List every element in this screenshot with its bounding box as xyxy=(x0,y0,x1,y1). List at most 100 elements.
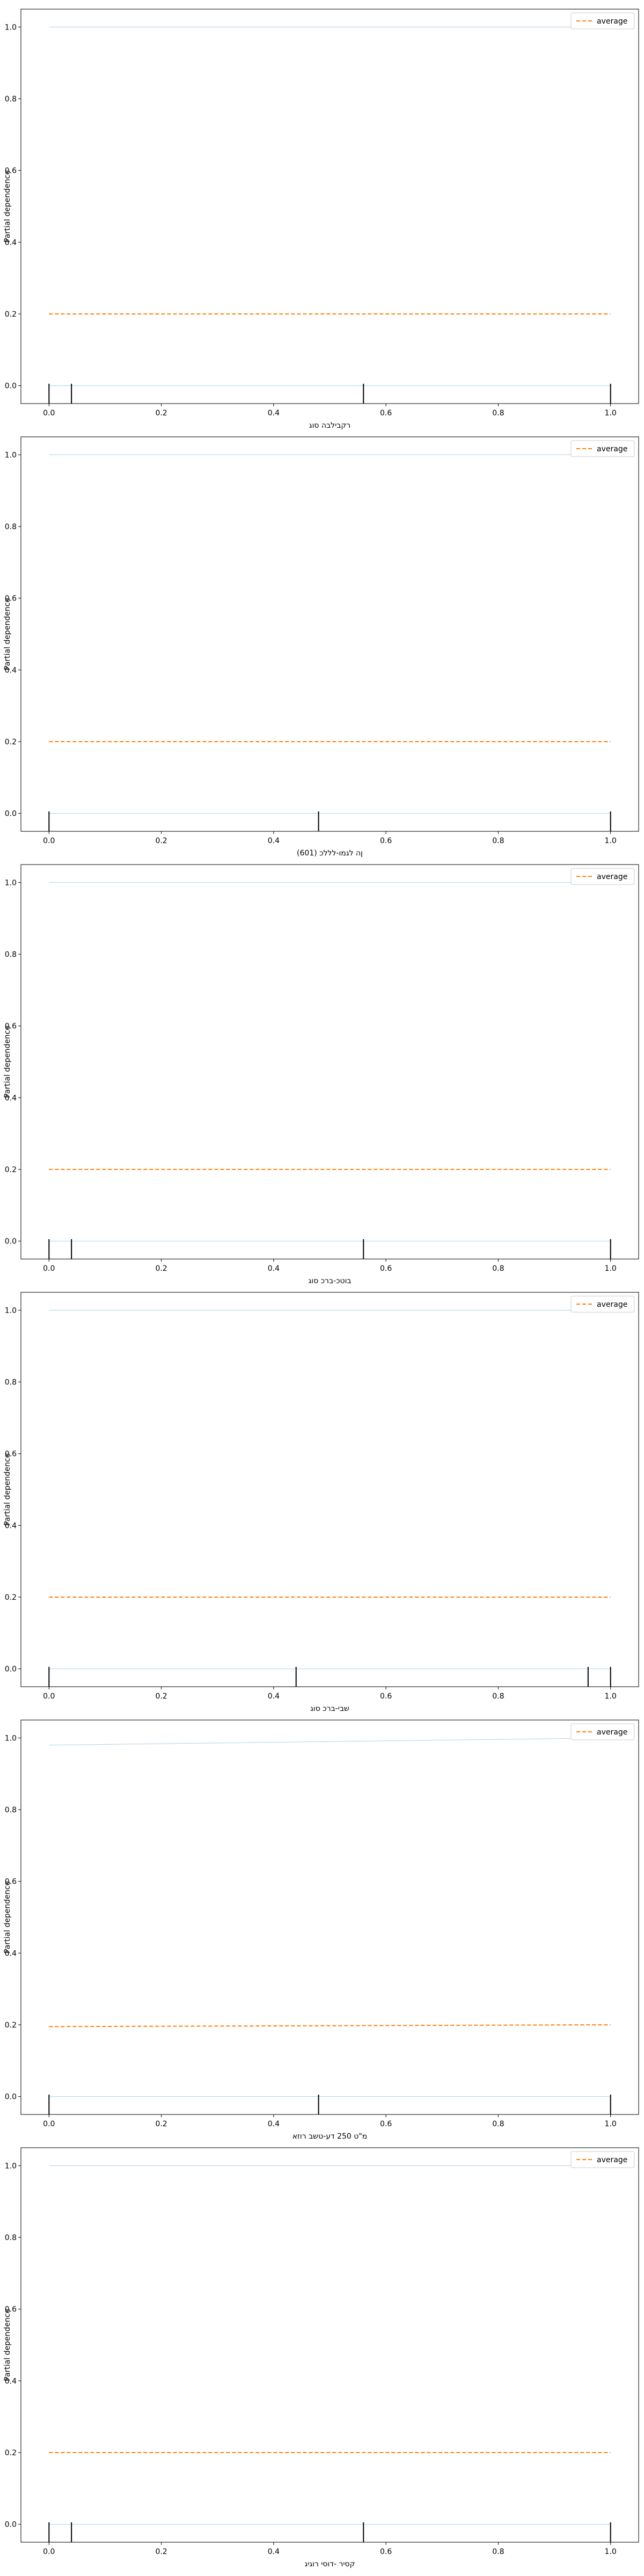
pd-panel: 0.0 0.2 0.4 0.6 0.8 1.0 0.0 0.2 0.4 0.6 0.8 1.0 aver… xyxy=(3,2147,639,2568)
y-axis-label: Partial dependence xyxy=(3,1453,12,1526)
x-tick-label: 0.8 xyxy=(492,837,504,845)
x-tick-label: 1.0 xyxy=(605,1264,617,1273)
x-axis-label: ןה לגמו-לללכ (601) xyxy=(297,849,363,858)
pd-panel: 0.0 0.2 0.4 0.6 0.8 1.0 0.0 0.2 0.4 0.6 0.8 1.0 aver… xyxy=(3,436,639,858)
legend: average xyxy=(570,440,635,457)
x-axis-label: קסיר -דוסי רוגיג xyxy=(304,2560,355,2568)
legend-box xyxy=(570,12,635,30)
x-axis-label: רקבילבה סוג xyxy=(309,421,350,430)
x-tick-label: 1.0 xyxy=(605,2120,617,2128)
legend-box xyxy=(570,2151,635,2168)
plot-frame xyxy=(20,9,639,404)
y-tick-label: 0.6 xyxy=(5,595,17,603)
y-tick-label: 1.0 xyxy=(5,23,17,32)
y-tick-label: 0.4 xyxy=(5,1521,17,1530)
legend: average xyxy=(570,12,635,30)
y-tick-label: 0.2 xyxy=(5,1593,17,1602)
y-tick-label: 1.0 xyxy=(5,1306,17,1315)
x-tick-label: 0.2 xyxy=(155,2120,167,2128)
y-tick-label: 0.8 xyxy=(5,523,17,531)
x-tick-label: 0.4 xyxy=(268,1692,280,1701)
legend-label-average: average xyxy=(597,873,627,881)
y-tick-label: 0.6 xyxy=(5,1450,17,1459)
legend: average xyxy=(570,1723,635,1740)
average-line xyxy=(49,2024,611,2028)
x-tick-label: 0.8 xyxy=(492,409,504,418)
legend-label-average: average xyxy=(597,1728,627,1737)
y-tick-label: 0.0 xyxy=(5,810,17,818)
tick-group: 0.0 0.2 0.4 0.6 0.8 1.0 0.0 0.2 0.4 0.6 0.8 1.0 xyxy=(5,451,617,845)
x-tick-label: 0.2 xyxy=(155,409,167,418)
y-axis-label: Partial dependence xyxy=(3,598,12,670)
y-tick-label: 0.4 xyxy=(5,2377,17,2385)
y-tick-label: 0.2 xyxy=(5,738,17,747)
y-tick-label: 0.6 xyxy=(5,2306,17,2314)
x-axis-label: בוטכ-ברכ סוג xyxy=(309,1277,352,1285)
y-tick-label: 0.4 xyxy=(5,1094,17,1102)
x-tick-label: 0.6 xyxy=(380,2548,392,2556)
y-axis-label: Partial dependence xyxy=(3,1881,12,1953)
x-tick-label: 0.8 xyxy=(492,1692,504,1701)
y-tick-label: 1.0 xyxy=(5,1734,17,1743)
x-tick-label: 0.6 xyxy=(380,837,392,845)
x-tick-label: 0.0 xyxy=(43,837,55,845)
x-tick-label: 0.6 xyxy=(380,1264,392,1273)
x-tick-label: 0.6 xyxy=(380,409,392,418)
x-tick-label: 1.0 xyxy=(605,2548,617,2556)
x-tick-label: 0.8 xyxy=(492,2548,504,2556)
x-tick-label: 0.2 xyxy=(155,1692,167,1701)
legend-label-average: average xyxy=(597,445,627,453)
y-tick-label: 0.4 xyxy=(5,1949,17,1958)
y-tick-label: 0.4 xyxy=(5,238,17,247)
x-tick-label: 0.0 xyxy=(43,1692,55,1701)
y-tick-label: 0.8 xyxy=(5,1806,17,1814)
legend-box xyxy=(570,1723,635,1740)
x-tick-label: 1.0 xyxy=(605,409,617,418)
pd-panel: 0.0 0.2 0.4 0.6 0.8 1.0 0.0 0.2 0.4 0.6 0.8 1.0 aver… xyxy=(3,864,639,1285)
ice-line xyxy=(49,1737,611,1746)
x-tick-label: 0.4 xyxy=(268,837,280,845)
y-tick-label: 0.2 xyxy=(5,2021,17,2030)
plot-frame xyxy=(20,1719,639,2115)
plot-frame xyxy=(20,2147,639,2543)
x-tick-label: 0.2 xyxy=(155,837,167,845)
x-tick-label: 1.0 xyxy=(605,837,617,845)
x-tick-label: 0.2 xyxy=(155,2548,167,2556)
x-tick-label: 0.4 xyxy=(268,1264,280,1273)
y-tick-label: 0.8 xyxy=(5,95,17,104)
x-tick-label: 0.6 xyxy=(380,2120,392,2128)
x-tick-label: 0.8 xyxy=(492,2120,504,2128)
legend: average xyxy=(570,1296,635,1313)
x-tick-label: 0.2 xyxy=(155,1264,167,1273)
y-tick-label: 1.0 xyxy=(5,451,17,459)
legend-box xyxy=(570,1296,635,1313)
legend-label-average: average xyxy=(597,1300,627,1309)
y-axis-label: Partial dependence xyxy=(3,2309,12,2381)
tick-group: 0.0 0.2 0.4 0.6 0.8 1.0 0.0 0.2 0.4 0.6 0.8 1.0 xyxy=(5,879,617,1273)
y-tick-label: 0.0 xyxy=(5,2093,17,2102)
x-tick-label: 0.0 xyxy=(43,1264,55,1273)
legend-box xyxy=(570,868,635,885)
y-tick-label: 0.2 xyxy=(5,310,17,319)
x-tick-label: 0.8 xyxy=(492,1264,504,1273)
tick-group: 0.0 0.2 0.4 0.6 0.8 1.0 0.0 0.2 0.4 0.6 0.8 1.0 xyxy=(5,23,617,418)
legend: average xyxy=(570,868,635,885)
x-tick-label: 0.0 xyxy=(43,2548,55,2556)
y-axis-label: Partial dependence xyxy=(3,1026,12,1098)
y-tick-label: 0.8 xyxy=(5,2234,17,2242)
legend-box xyxy=(570,440,635,457)
x-tick-label: 0.4 xyxy=(268,2548,280,2556)
pd-panel: 0.0 0.2 0.4 0.6 0.8 1.0 0.0 0.2 0.4 0.6 0.8 1.0 aver… xyxy=(3,1292,639,1713)
legend-label-average: average xyxy=(597,2156,627,2164)
y-tick-label: 0.6 xyxy=(5,1878,17,1886)
y-tick-label: 0.4 xyxy=(5,666,17,675)
plot-frame xyxy=(20,436,639,832)
tick-group: 0.0 0.2 0.4 0.6 0.8 1.0 0.0 0.2 0.4 0.6 0.8 1.0 xyxy=(5,1734,617,2128)
y-tick-label: 0.0 xyxy=(5,1238,17,1246)
x-tick-label: 0.0 xyxy=(43,2120,55,2128)
x-axis-label: שבי-ברכ סוג xyxy=(310,1704,349,1713)
legend: average xyxy=(570,2151,635,2168)
x-tick-label: 0.6 xyxy=(380,1692,392,1701)
y-tick-label: 1.0 xyxy=(5,2162,17,2170)
